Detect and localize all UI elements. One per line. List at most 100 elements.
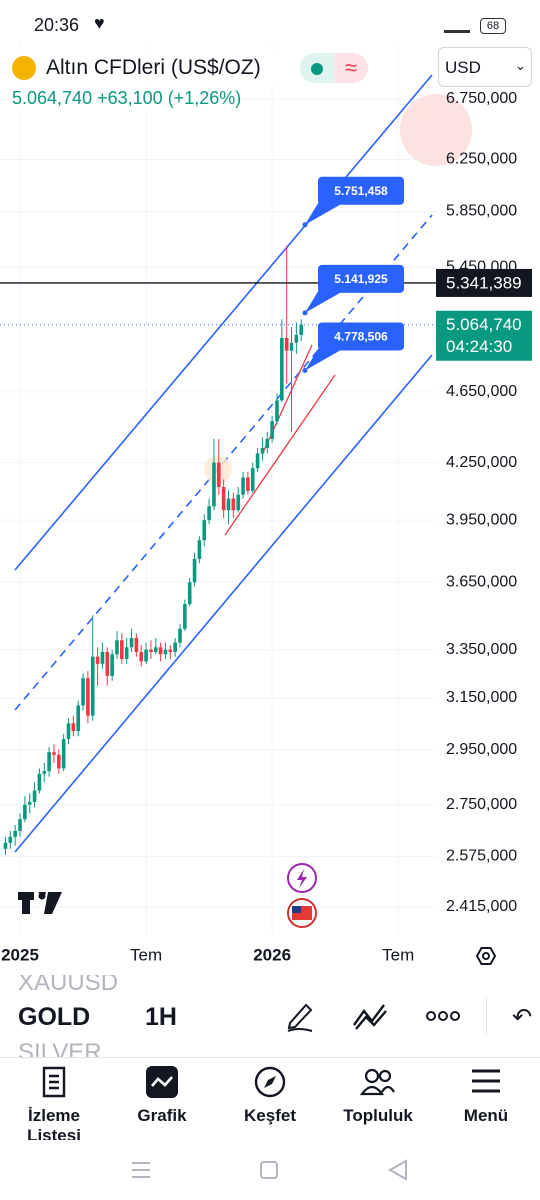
nav-item[interactable]: Topluluk: [324, 1058, 432, 1138]
back-button[interactable]: [387, 1159, 407, 1181]
candle-body: [95, 656, 100, 664]
candle-body: [120, 640, 124, 660]
callout-label: 5.141,925: [334, 272, 388, 286]
candle-body: [299, 324, 304, 335]
y-tick-label: 5.850,000: [446, 203, 517, 220]
y-tick-label: 2.575,000: [446, 848, 517, 865]
x-tick-label: 2025: [1, 945, 39, 964]
candle-body: [153, 647, 158, 652]
nav-item[interactable]: İzleme Listesi: [0, 1058, 108, 1145]
price-line: 5.064,740 +63,100 (+1,26%): [12, 88, 242, 109]
more-icon[interactable]: [426, 1009, 460, 1023]
channel-upper: [14, 74, 433, 571]
candle-body: [71, 723, 76, 732]
candle-body: [236, 494, 240, 511]
tv-logo: [18, 892, 62, 914]
dropdown-arrow: ⌄: [515, 58, 526, 73]
candle-body: [149, 649, 153, 652]
candle-body: [183, 604, 187, 629]
candle-body: [129, 637, 134, 648]
home-button[interactable]: [260, 1161, 278, 1179]
nav-item[interactable]: Grafik: [108, 1058, 216, 1138]
indicator-icon[interactable]: [352, 1001, 388, 1031]
flag-canton: [292, 906, 301, 913]
candle-body: [100, 651, 105, 664]
x-tick-label: 2026: [253, 945, 291, 964]
candle-body: [81, 678, 85, 706]
candle-body: [52, 752, 56, 755]
draw-icon[interactable]: [284, 999, 316, 1033]
interval[interactable]: 1H: [145, 1003, 177, 1031]
candle-body: [202, 520, 207, 541]
recents-button[interactable]: [132, 1162, 150, 1178]
candle-body: [246, 477, 250, 491]
y-tick-label: 3.350,000: [446, 641, 517, 658]
battery: 68: [480, 18, 506, 34]
y-tick-label: 4.250,000: [446, 454, 517, 471]
system-nav: [0, 1140, 540, 1200]
candle-body: [76, 705, 81, 732]
callout-box: [318, 322, 404, 351]
y-tick-label: 6.750,000: [446, 90, 517, 107]
candle-body: [13, 830, 17, 837]
candle-body: [115, 640, 119, 655]
last-price-tag: [436, 310, 532, 361]
candle-body: [187, 582, 192, 605]
candle-body: [241, 477, 245, 495]
nav-item[interactable]: Keşfet: [216, 1058, 324, 1138]
candle-body: [3, 842, 8, 849]
candle-body: [90, 656, 95, 716]
candle-body: [275, 400, 279, 422]
y-tick-label: 3.950,000: [446, 511, 517, 528]
change: +63,100: [97, 88, 163, 108]
bottom-nav: İzleme Listesi Grafik Keşfet Topluluk Me…: [0, 1058, 540, 1145]
settings-icon[interactable]: [475, 947, 497, 965]
candle-body: [260, 447, 265, 454]
y-tick-label: 4.650,000: [446, 383, 517, 400]
market-status[interactable]: [300, 53, 334, 83]
y-tick-label: 6.250,000: [446, 151, 517, 168]
candle-body: [32, 790, 37, 802]
candle-body: [144, 649, 148, 662]
symbol-bar: XAUUSD GOLD SILVER 1H ↶: [0, 975, 540, 1057]
candles: [3, 245, 304, 855]
symbol-title[interactable]: Altın CFDleri (US$/OZ): [46, 56, 261, 79]
candle-body: [284, 338, 289, 351]
candle-body: [47, 752, 51, 772]
candle-body: [163, 649, 168, 655]
price-tag: [436, 268, 532, 297]
x-tick-label: Tem: [130, 945, 162, 964]
candle-body: [265, 438, 270, 448]
grid: [0, 40, 436, 935]
candle-body: [66, 723, 71, 739]
candle-body: [23, 804, 27, 820]
candle-body: [231, 498, 236, 511]
countdown: 04:24:30: [446, 337, 512, 356]
currency-select[interactable]: USD ⌄: [438, 47, 532, 87]
clock: 20:36: [34, 15, 80, 35]
candle-body: [216, 462, 221, 488]
candle-body: [139, 651, 144, 662]
price: 5.064,740: [12, 88, 93, 108]
y-tick-label: 3.150,000: [446, 689, 517, 706]
candle-body: [221, 487, 226, 511]
symbol-item[interactable]: SILVER: [18, 1039, 102, 1057]
candle-body: [173, 642, 177, 652]
separator: [0, 1057, 540, 1058]
candle-body: [178, 628, 182, 643]
y-tick-label: 2.750,000: [446, 796, 517, 813]
candle-body: [212, 462, 216, 507]
symbol-item[interactable]: XAUUSD: [18, 975, 119, 996]
candle-body: [197, 540, 202, 559]
y-tick-label: 2.415,000: [446, 898, 517, 915]
nav-item[interactable]: Menü: [432, 1058, 540, 1138]
candle-body: [255, 453, 260, 469]
data-indicator[interactable]: ≈: [334, 53, 368, 83]
undo-icon[interactable]: ↶: [512, 1004, 533, 1031]
candle-body: [8, 836, 13, 843]
symbol-item[interactable]: GOLD: [18, 1003, 91, 1031]
candle-body: [86, 678, 90, 716]
y-tick-label: 2.950,000: [446, 741, 517, 758]
candle-body: [280, 338, 284, 401]
